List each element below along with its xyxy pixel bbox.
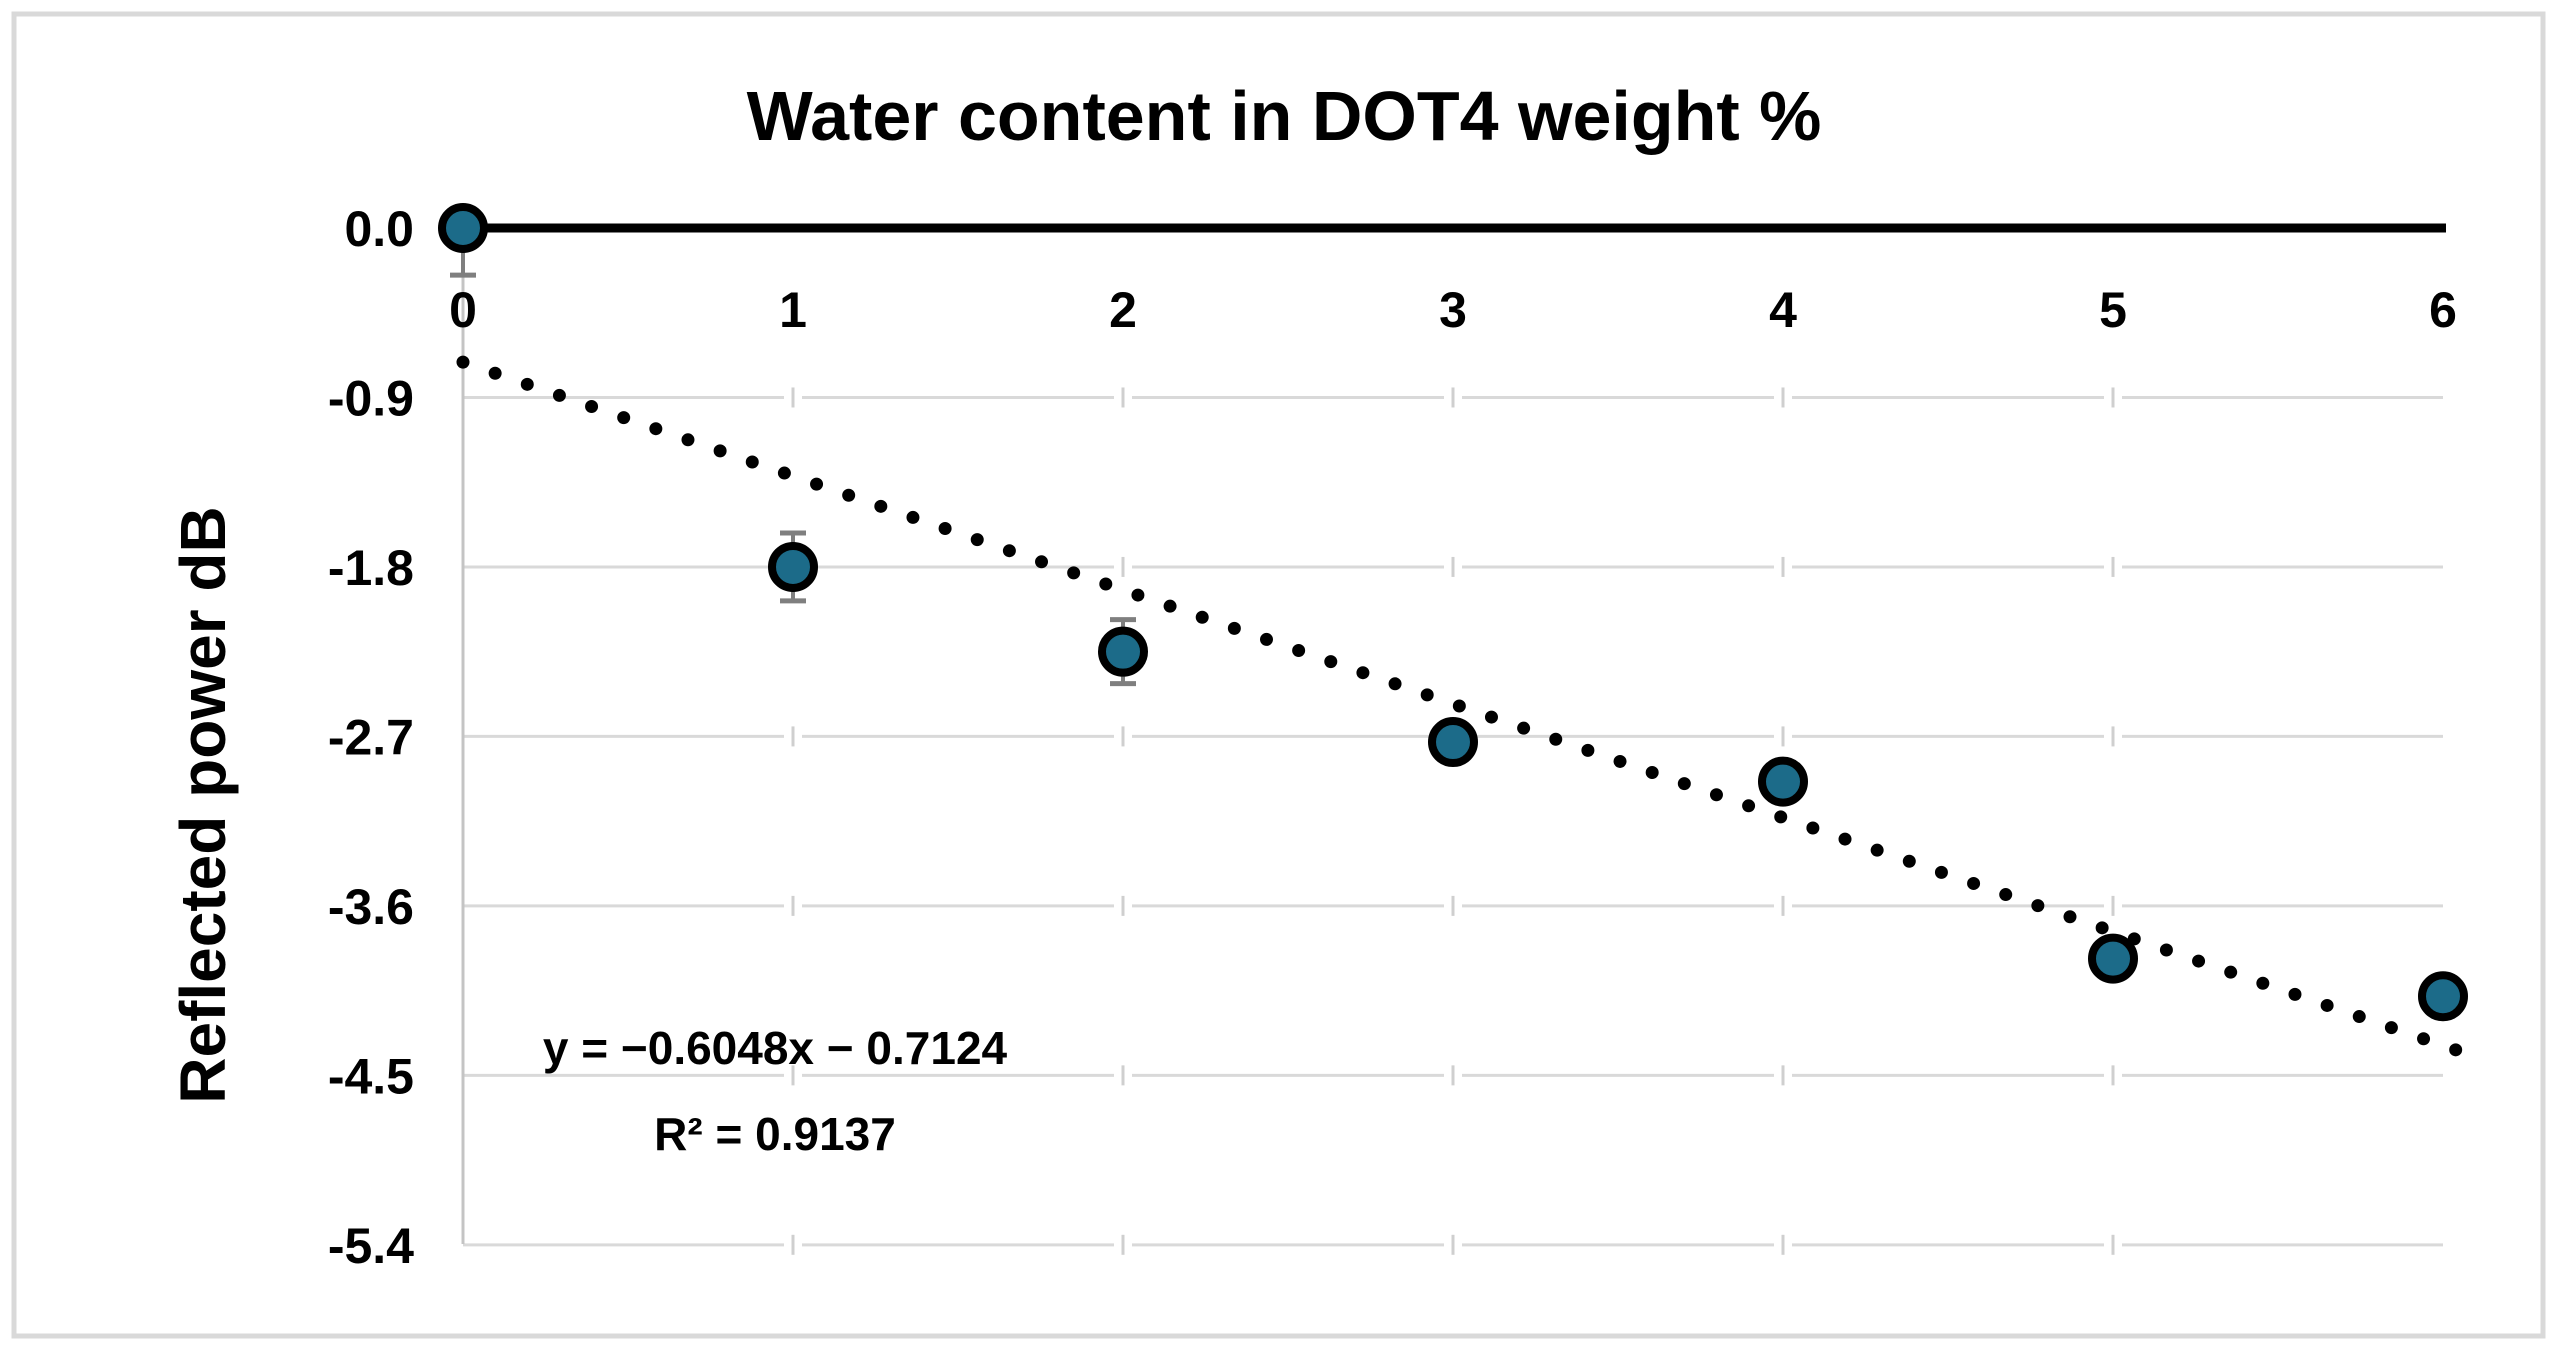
- chart-title: Water content in DOT4 weight %: [747, 77, 1822, 155]
- y-axis-title: Reflected power dB: [167, 506, 239, 1103]
- data-point-marker: [2418, 971, 2468, 1022]
- x-tick-label: 4: [1769, 282, 1797, 338]
- x-tick-labels: 0 1 2 3 4 5 6: [449, 282, 2457, 338]
- data-point-marker: [1758, 756, 1808, 807]
- y-tick-label: -3.6: [328, 879, 414, 935]
- x-tick-label: 0: [449, 282, 477, 338]
- trendline-equation: y = −0.6048x − 0.7124: [543, 1022, 1008, 1074]
- trendline-group: [456, 355, 2463, 1057]
- y-tick-labels: 0.0 -0.9 -1.8 -2.7 -3.6 -4.5 -5.4: [328, 201, 414, 1274]
- data-point-marker: [768, 541, 818, 592]
- x-tick-label: 6: [2429, 282, 2457, 338]
- data-points: [438, 203, 2468, 1022]
- y-tick-label: -5.4: [328, 1218, 414, 1274]
- data-point-marker: [1428, 717, 1478, 768]
- data-point-marker: [438, 203, 488, 253]
- x-tick-label: 2: [1109, 282, 1137, 338]
- x-tick-label: 1: [779, 282, 807, 338]
- y-tick-label: -4.5: [328, 1048, 414, 1104]
- trendline-dots: [456, 355, 2463, 1057]
- y-tick-label: -2.7: [328, 709, 414, 765]
- x-tick-label: 5: [2099, 282, 2127, 338]
- y-tick-label: -0.9: [328, 370, 414, 426]
- gridlines: [463, 387, 2443, 1255]
- trendline-r-squared: R² = 0.9137: [654, 1108, 896, 1160]
- chart-border: [11, 11, 2546, 1339]
- error-bar: [450, 231, 476, 278]
- y-tick-label: 0.0: [344, 201, 414, 257]
- x-tick-label: 3: [1439, 282, 1467, 338]
- data-point-marker: [1098, 626, 1148, 677]
- data-point-marker: [2088, 933, 2138, 984]
- y-tick-label: -1.8: [328, 540, 414, 596]
